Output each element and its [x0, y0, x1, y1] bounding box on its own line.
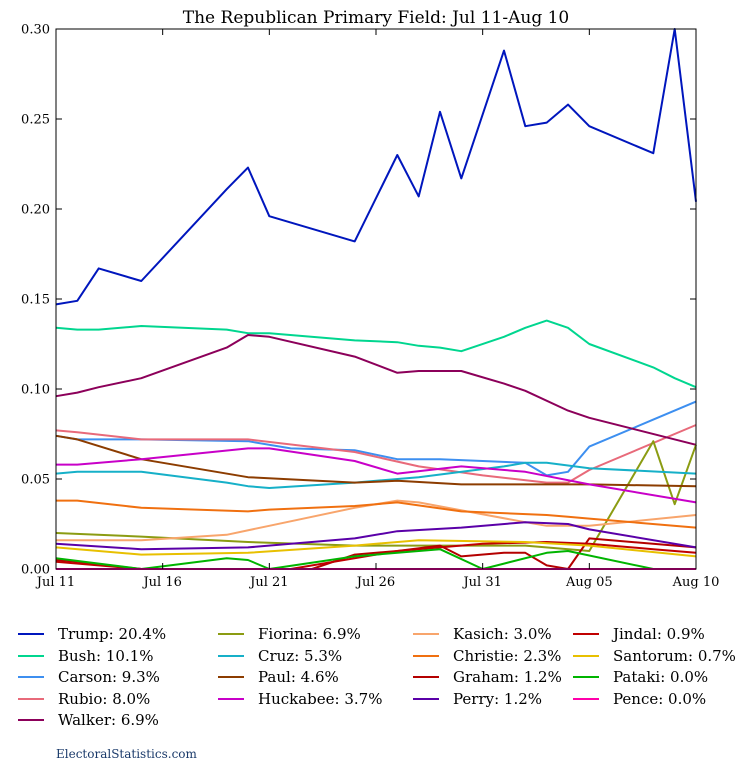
legend-swatch [413, 697, 439, 700]
legend-item-walker: Walker: 6.9% [18, 710, 159, 730]
x-tick-label: Jul 16 [141, 575, 181, 590]
y-tick-label: 0.20 [21, 203, 50, 218]
x-tick-label: Jul 21 [248, 575, 288, 590]
legend-label: Carson: 9.3% [58, 668, 160, 686]
legend-label: Fiorina: 6.9% [258, 625, 361, 643]
legend-label: Perry: 1.2% [453, 689, 543, 708]
legend-swatch [218, 676, 244, 678]
legend-label: Trump: 20.4% [58, 625, 167, 643]
legend-item-carson: Carson: 9.3% [18, 667, 160, 687]
legend-item-bush: Bush: 10.1% [18, 646, 154, 666]
legend-swatch [18, 697, 44, 700]
legend-item-graham: Graham: 1.2% [413, 667, 562, 687]
legend-swatch [218, 654, 244, 657]
legend-label: Walker: 6.9% [58, 711, 159, 729]
legend-swatch [218, 633, 244, 635]
series-line-rubio [55, 424, 697, 484]
legend-swatch [18, 633, 44, 635]
legend-swatch [413, 633, 439, 635]
x-tick-label: Aug 10 [672, 575, 720, 590]
legend-item-fiorina: Fiorina: 6.9% [218, 624, 361, 644]
series-line-christie [56, 499, 697, 529]
legend-item-perry: Perry: 1.2% [413, 689, 542, 709]
chart: The Republican Primary Field: Jul 11-Aug… [21, 8, 719, 591]
series-line-santorum [55, 539, 697, 558]
legend-label: Rubio: 8.0% [58, 689, 151, 708]
legend-label: Graham: 1.2% [453, 668, 562, 686]
legend-swatch [573, 697, 599, 700]
legend-item-cruz: Cruz: 5.3% [218, 646, 342, 666]
legend-label: Jindal: 0.9% [613, 625, 705, 643]
legend-swatch [573, 676, 599, 678]
legend-label: Cruz: 5.3% [258, 646, 343, 665]
x-tick-label: Jul 11 [35, 575, 75, 590]
plot-frame [55, 28, 697, 570]
legend-item-huckabee: Huckabee: 3.7% [218, 689, 382, 709]
legend-swatch [413, 676, 439, 678]
series-line-paul [55, 434, 697, 488]
y-tick-label: 0.25 [21, 113, 50, 128]
x-tick-label: Jul 26 [355, 575, 395, 590]
legend-swatch [18, 719, 44, 721]
legend-item-pataki: Pataki: 0.0% [573, 667, 708, 687]
y-tick-label: 0.30 [21, 23, 50, 38]
legend-label: Santorum: 0.7% [613, 646, 736, 665]
y-tick-label: 0.00 [21, 563, 50, 578]
y-tick-label: 0.05 [21, 473, 50, 488]
series-line-fiorina [55, 440, 697, 552]
series-line-perry [55, 521, 697, 551]
series-line-trump [55, 28, 697, 306]
chart-title: The Republican Primary Field: Jul 11-Aug… [183, 8, 569, 28]
x-tick-label: Jul 31 [461, 575, 501, 590]
series-line-huckabee [56, 447, 697, 504]
legend-label: Kasich: 3.0% [453, 625, 552, 643]
x-tick-label: Aug 05 [565, 575, 613, 590]
series-line-bush [55, 319, 697, 389]
series-line-pataki [55, 548, 696, 570]
legend-item-santorum: Santorum: 0.7% [573, 646, 736, 666]
y-tick-label: 0.15 [21, 293, 50, 308]
legend-item-rubio: Rubio: 8.0% [18, 689, 150, 709]
legend-item-kasich: Kasich: 3.0% [413, 624, 552, 644]
credit-text: ElectoralStatistics.com [56, 747, 197, 761]
legend-swatch [218, 697, 244, 700]
axis-layer: Jul 11 Jul 16 Jul 21 Jul 26 Jul 31 Aug 05 Aug … [21, 23, 719, 591]
legend-item-jindal: Jindal: 0.9% [573, 624, 705, 644]
series-layer [55, 28, 697, 570]
legend-item-paul: Paul: 4.6% [218, 667, 339, 687]
legend-label: Christie: 2.3% [453, 646, 562, 665]
legend-swatch [573, 654, 599, 657]
legend-item-trump: Trump: 20.4% [18, 624, 166, 644]
legend-swatch [18, 654, 44, 657]
legend-label: Bush: 10.1% [58, 646, 154, 665]
legend-label: Pence: 0.0% [613, 689, 707, 708]
legend-label: Pataki: 0.0% [613, 668, 709, 686]
legend-swatch [18, 676, 44, 678]
legend-label: Paul: 4.6% [258, 668, 339, 686]
series-line-kasich [56, 499, 697, 542]
legend-swatch [573, 633, 599, 635]
legend-label: Huckabee: 3.7% [258, 689, 383, 708]
legend-item-christie: Christie: 2.3% [413, 646, 561, 666]
series-line-walker [55, 334, 697, 446]
legend-item-pence: Pence: 0.0% [573, 689, 706, 709]
legend-swatch [413, 654, 439, 657]
y-tick-label: 0.10 [21, 383, 50, 398]
